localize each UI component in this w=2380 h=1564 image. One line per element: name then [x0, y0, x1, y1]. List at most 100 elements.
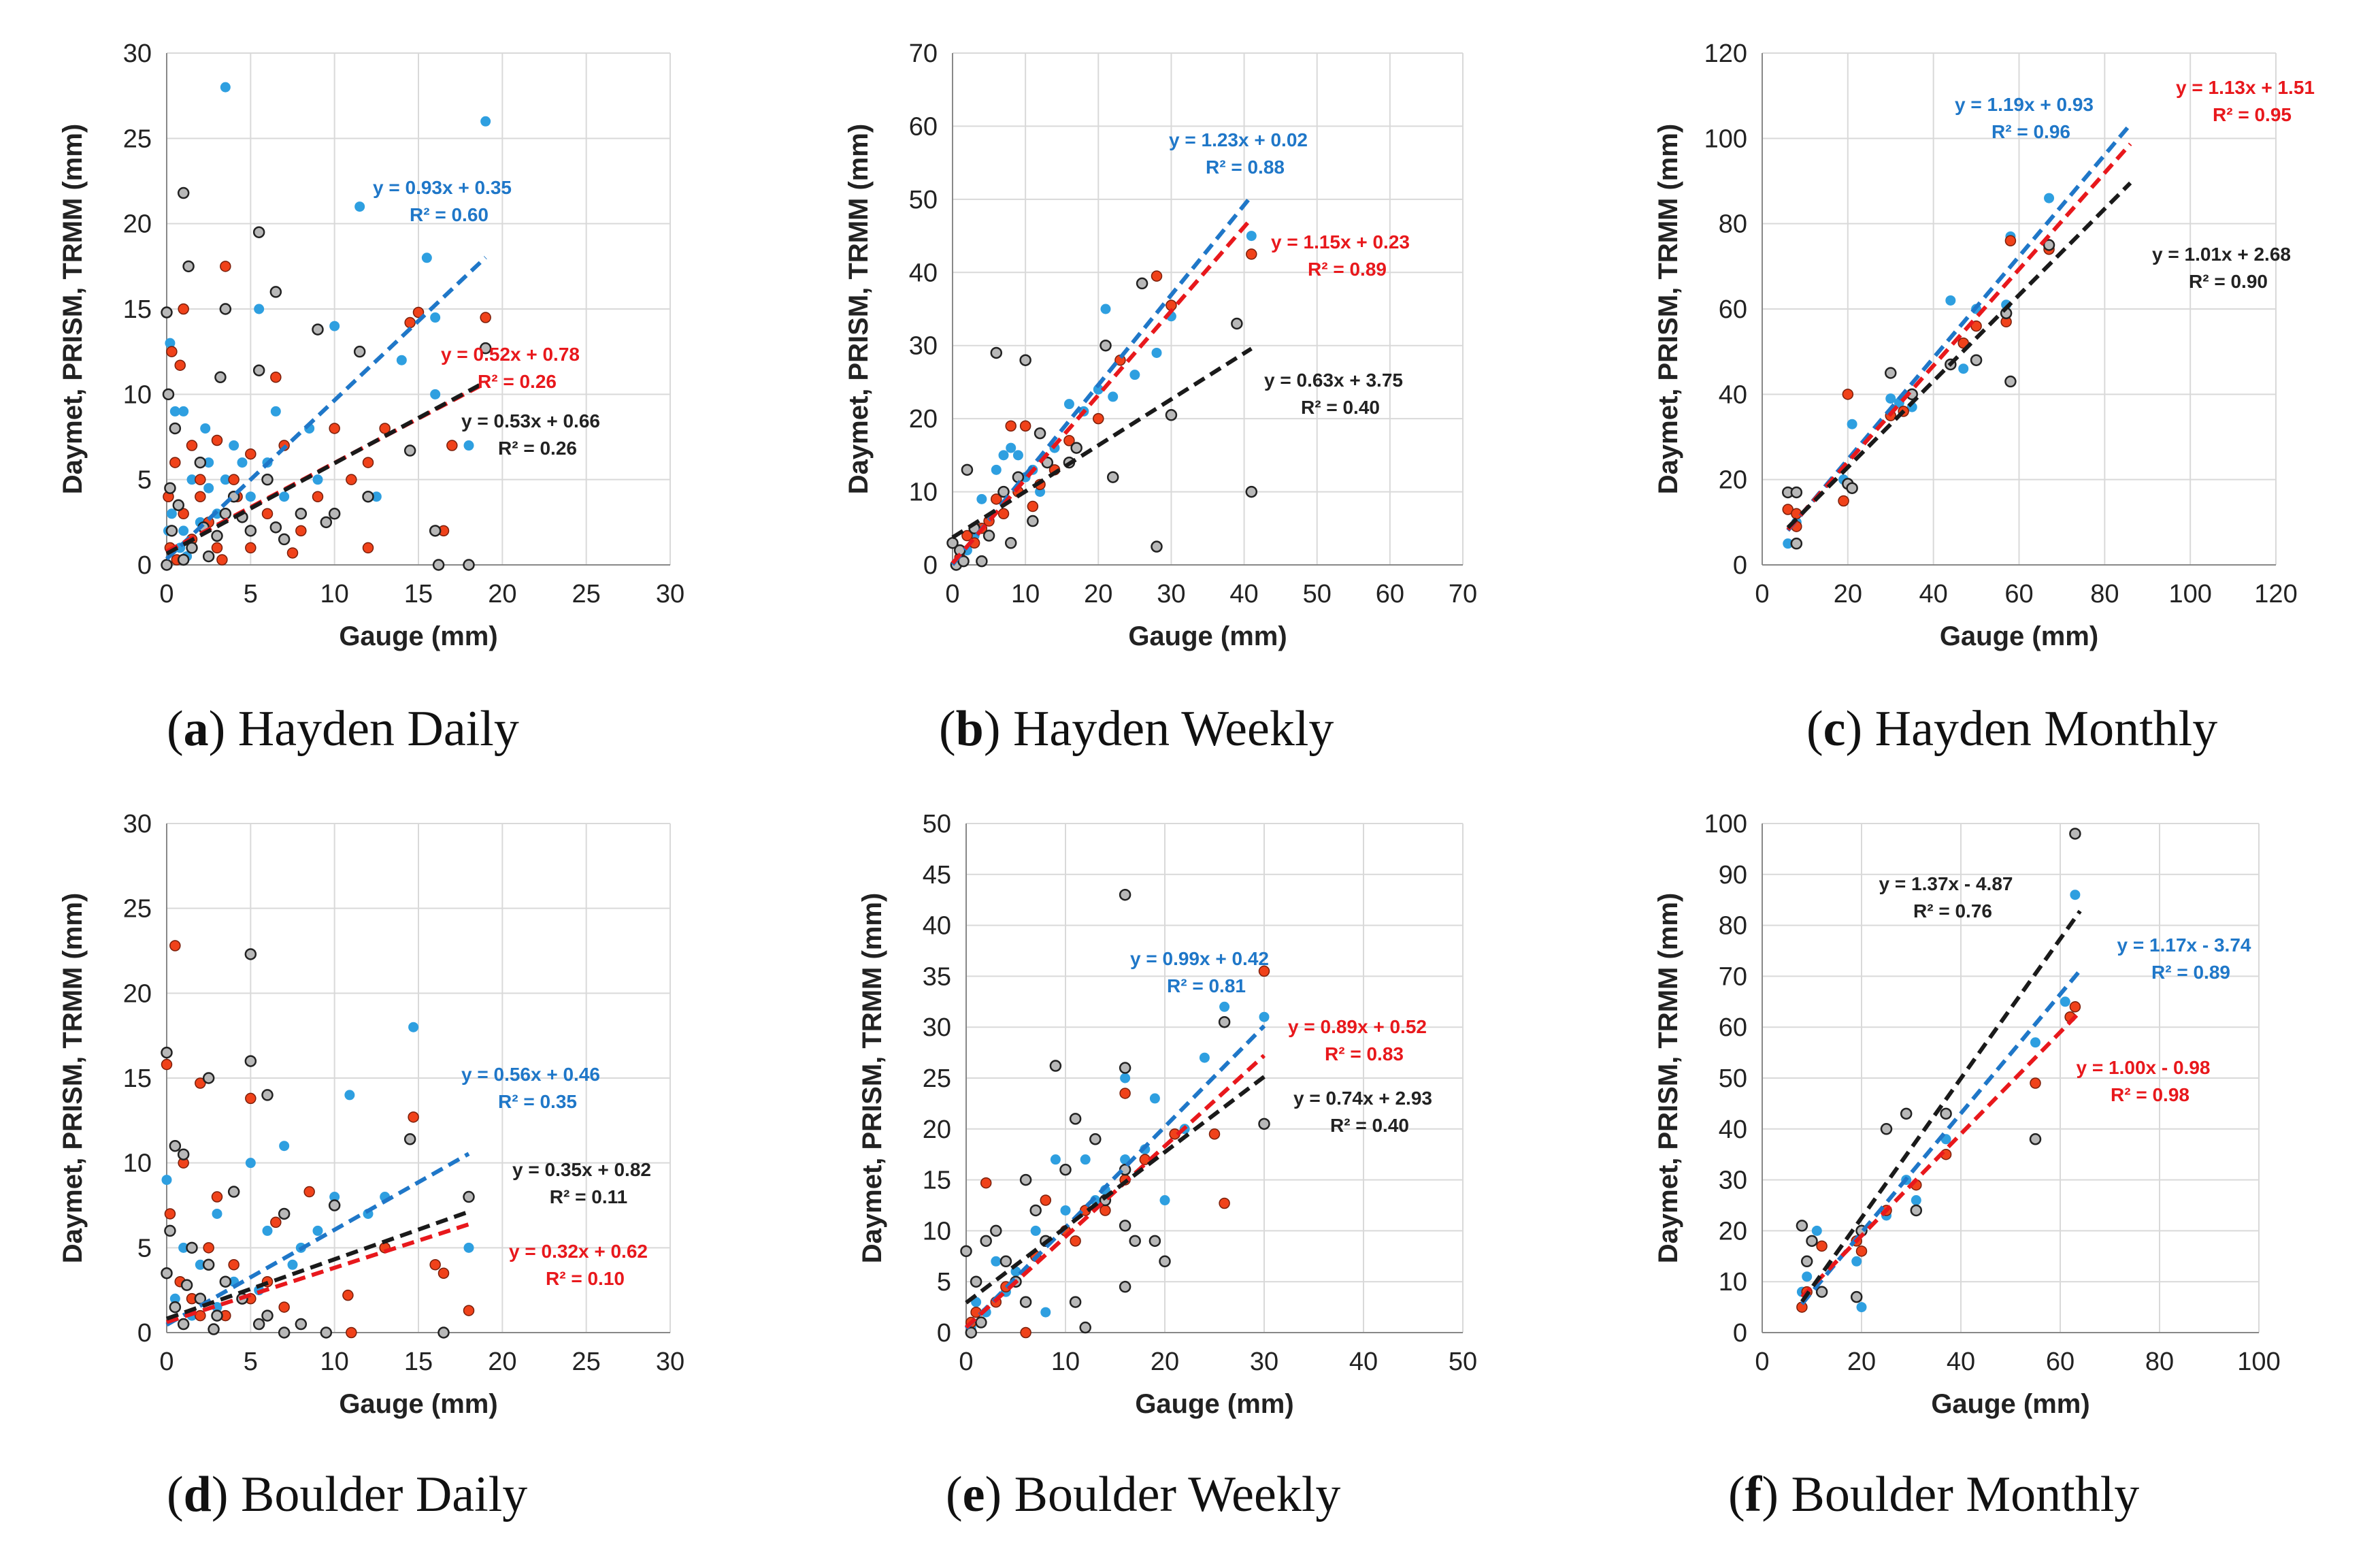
- point-trmm: [2043, 239, 2055, 251]
- point-prism: [178, 508, 189, 520]
- y-tick-label: 60: [1719, 1013, 1747, 1042]
- trendline-trmm: [1786, 181, 2132, 530]
- y-tick-label: 5: [137, 466, 152, 495]
- y-tick-label: 25: [123, 125, 152, 153]
- x-axis-label: Gauge (mm): [339, 621, 497, 651]
- point-daymet: [1040, 1307, 1051, 1318]
- point-trmm: [961, 463, 974, 476]
- point-trmm: [990, 346, 1003, 359]
- point-trmm: [1027, 515, 1039, 527]
- equation-prism: y = 1.13x + 1.51: [2176, 77, 2315, 98]
- y-tick-label: 15: [123, 295, 152, 324]
- point-trmm: [1019, 1173, 1032, 1186]
- y-tick-label: 30: [909, 332, 938, 361]
- y-tick-label: 10: [123, 380, 152, 409]
- point-prism: [362, 542, 374, 554]
- point-trmm: [1231, 317, 1243, 330]
- y-axis-label: Daymet, PRISM, TRMM (mm): [58, 124, 88, 495]
- y-tick-label: 80: [1719, 912, 1747, 941]
- point-trmm: [227, 1186, 240, 1198]
- point-trmm: [295, 508, 308, 520]
- point-trmm: [403, 1133, 416, 1145]
- x-tick-label: 0: [159, 580, 173, 608]
- point-trmm: [1070, 442, 1082, 454]
- point-trmm: [1004, 537, 1017, 549]
- point-trmm: [328, 1199, 341, 1211]
- equation-trmm: y = 1.37x - 4.87: [1879, 873, 2013, 894]
- r-squared-prism: R² = 0.89: [1308, 259, 1387, 280]
- point-prism: [2004, 235, 2017, 246]
- point-prism: [1208, 1128, 1221, 1140]
- point-prism: [245, 542, 257, 554]
- point-prism: [216, 554, 228, 566]
- point-prism: [295, 525, 307, 537]
- point-daymet: [195, 1259, 205, 1270]
- point-trmm: [990, 1224, 1002, 1237]
- y-tick-label: 0: [1733, 551, 1747, 580]
- point-trmm: [261, 1089, 274, 1101]
- point-trmm: [1089, 1133, 1102, 1145]
- point-daymet: [1199, 1052, 1210, 1063]
- x-tick-label: 30: [656, 1348, 684, 1376]
- point-daymet: [203, 457, 214, 468]
- point-daymet: [354, 201, 365, 212]
- point-prism: [342, 1289, 354, 1301]
- point-trmm: [1885, 367, 1897, 379]
- point-prism: [961, 530, 973, 542]
- point-prism: [1258, 965, 1270, 977]
- x-tick-label: 25: [572, 1348, 601, 1376]
- point-prism: [303, 1186, 315, 1198]
- y-tick-label: 10: [923, 1217, 951, 1245]
- r-squared-daymet: R² = 0.81: [1167, 975, 1246, 996]
- x-axis-label: Gauge (mm): [1135, 1389, 1293, 1419]
- point-trmm: [1034, 427, 1046, 440]
- x-axis-label: Gauge (mm): [1128, 621, 1287, 651]
- point-trmm: [214, 371, 227, 384]
- point-daymet: [1093, 384, 1104, 395]
- point-trmm: [202, 1258, 215, 1271]
- point-prism: [1151, 270, 1163, 282]
- r-squared-trmm: R² = 0.76: [1913, 900, 1992, 922]
- point-trmm: [980, 1235, 992, 1248]
- point-trmm: [1159, 1255, 1171, 1268]
- point-trmm: [244, 1055, 257, 1067]
- point-trmm: [975, 1316, 987, 1329]
- point-daymet: [237, 457, 248, 468]
- x-tick-label: 80: [2145, 1348, 2174, 1376]
- equation-daymet: y = 1.19x + 0.93: [1955, 94, 2094, 115]
- point-daymet: [178, 406, 189, 417]
- point-trmm: [169, 1301, 182, 1314]
- point-prism: [270, 372, 282, 383]
- point-prism: [2030, 1077, 2041, 1089]
- point-prism: [164, 1208, 176, 1220]
- point-trmm: [165, 525, 178, 537]
- point-prism: [1246, 248, 1257, 260]
- point-daymet: [480, 116, 491, 127]
- y-tick-label: 100: [1704, 125, 1747, 153]
- chart-panel-d: 0 5 10 15 20 25 30 0 5 10 15 20 25 30 Gauge (mm) Daymet…: [58, 810, 684, 1522]
- point-daymet: [991, 464, 1002, 475]
- trendline-daymet: [165, 256, 487, 561]
- r-squared-trmm: R² = 0.11: [550, 1186, 627, 1207]
- point-prism: [329, 423, 340, 434]
- point-daymet: [1149, 1093, 1160, 1104]
- equation-trmm: y = 0.63x + 3.75: [1264, 370, 1403, 391]
- point-daymet: [1847, 419, 1857, 429]
- point-trmm: [1069, 1296, 1082, 1308]
- y-tick-label: 25: [923, 1064, 951, 1093]
- point-trmm: [1806, 1235, 1818, 1248]
- point-trmm: [194, 456, 207, 469]
- point-daymet: [1856, 1302, 1867, 1313]
- point-trmm: [437, 1326, 450, 1339]
- chart-panel-a: 0 5 10 15 20 25 30 0 5 10 15 20 25 30 Gauge (mm) Daymet…: [58, 39, 684, 757]
- caption-tag: c: [1823, 701, 1846, 757]
- point-trmm: [252, 226, 265, 238]
- chart-panel-b: 0 10 20 30 40 50 60 70 0 10 20 30 40 50 60 70 Gauge (mm)…: [844, 39, 1477, 757]
- caption-text: ) Boulder Weekly: [985, 1467, 1341, 1522]
- point-trmm: [328, 508, 341, 520]
- point-daymet: [1120, 1073, 1131, 1084]
- trendline-trmm: [1800, 909, 2082, 1303]
- point-trmm: [2069, 828, 2081, 840]
- point-trmm: [180, 1279, 193, 1291]
- point-daymet: [1080, 1154, 1091, 1165]
